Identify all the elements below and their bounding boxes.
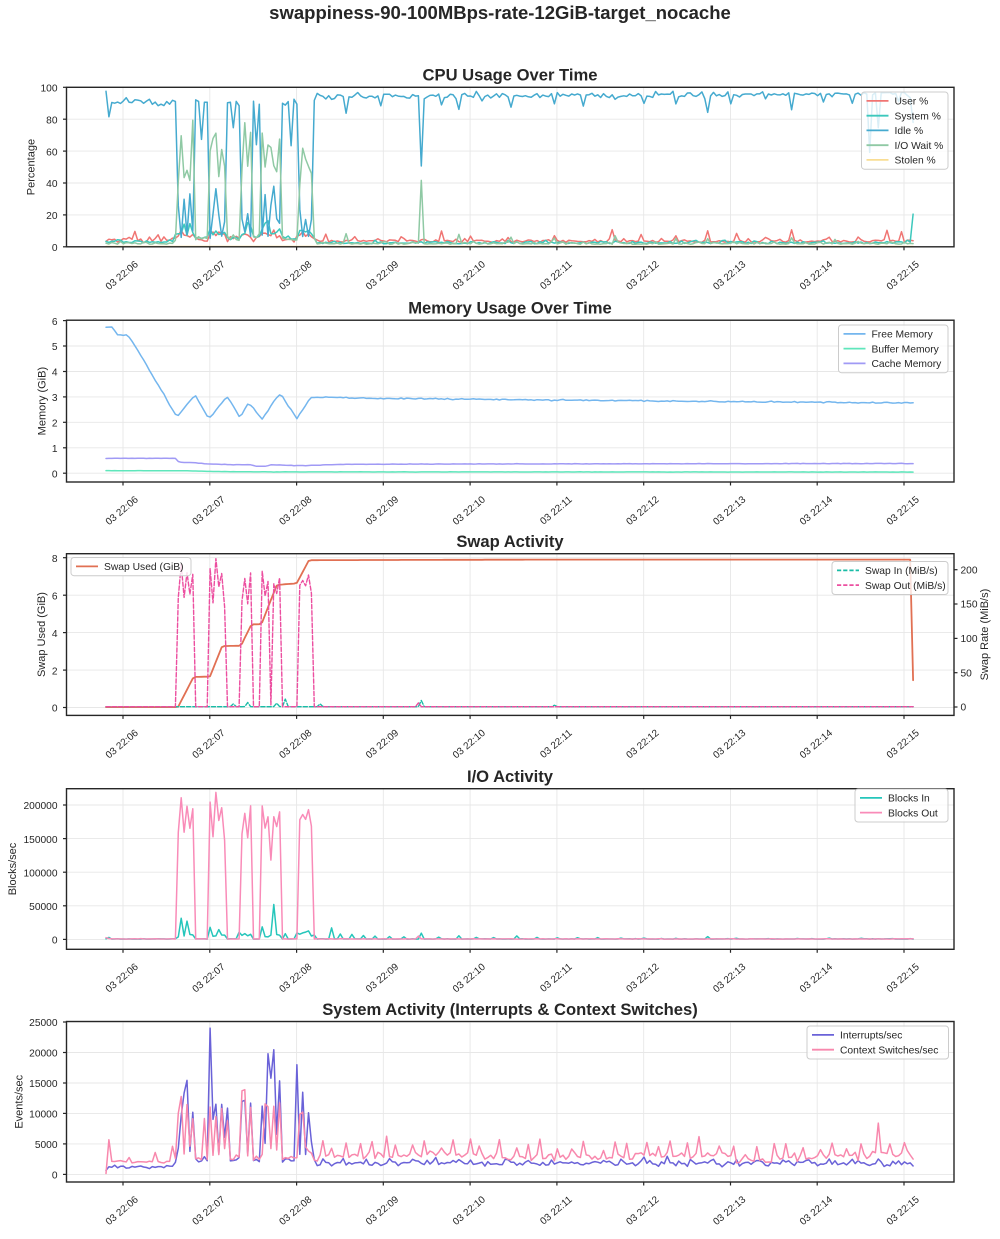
svg-text:Blocks/sec: Blocks/sec (7, 842, 19, 895)
svg-text:I/O Activity: I/O Activity (467, 767, 554, 786)
svg-text:0: 0 (52, 469, 58, 480)
svg-text:0: 0 (52, 1171, 58, 1182)
svg-text:System %: System % (895, 111, 941, 122)
svg-text:Memory (GiB): Memory (GiB) (36, 367, 48, 435)
svg-text:I/O Wait %: I/O Wait % (895, 141, 944, 152)
svg-text:swappiness-90-100MBps-rate-12G: swappiness-90-100MBps-rate-12GiB-target_… (269, 2, 731, 23)
svg-text:Free Memory: Free Memory (872, 330, 934, 341)
svg-text:0: 0 (52, 704, 58, 715)
svg-text:Stolen %: Stolen % (895, 156, 936, 167)
svg-text:6: 6 (52, 317, 58, 328)
svg-text:10000: 10000 (29, 1110, 58, 1121)
svg-text:4: 4 (52, 629, 58, 640)
svg-text:20: 20 (46, 211, 58, 222)
svg-text:Events/sec: Events/sec (14, 1074, 26, 1128)
svg-text:System Activity (Interrupts &: System Activity (Interrupts & Context Sw… (322, 1000, 698, 1019)
svg-text:2: 2 (52, 419, 58, 430)
svg-text:Swap Used (GiB): Swap Used (GiB) (36, 592, 48, 677)
svg-text:Idle %: Idle % (895, 126, 924, 137)
svg-text:Memory Usage Over Time: Memory Usage Over Time (408, 299, 612, 318)
svg-text:80: 80 (46, 115, 58, 126)
svg-text:25000: 25000 (29, 1018, 58, 1029)
svg-text:100: 100 (41, 84, 58, 95)
svg-text:2: 2 (52, 666, 58, 677)
svg-text:20000: 20000 (29, 1049, 58, 1060)
svg-text:Swap Rate (MiB/s): Swap Rate (MiB/s) (979, 589, 991, 681)
svg-text:1: 1 (52, 444, 58, 455)
svg-text:100000: 100000 (24, 868, 58, 879)
svg-text:50: 50 (961, 668, 973, 679)
svg-text:15000: 15000 (29, 1079, 58, 1090)
svg-text:200000: 200000 (24, 801, 58, 812)
svg-text:CPU Usage Over Time: CPU Usage Over Time (423, 66, 598, 85)
svg-text:Swap In (MiB/s): Swap In (MiB/s) (865, 566, 938, 577)
svg-text:Blocks In: Blocks In (888, 794, 930, 805)
svg-text:Cache Memory: Cache Memory (872, 359, 943, 370)
svg-text:Swap Activity: Swap Activity (456, 532, 564, 551)
svg-text:0: 0 (52, 243, 58, 254)
svg-text:Context Switches/sec: Context Switches/sec (840, 1045, 938, 1056)
svg-text:5: 5 (52, 342, 58, 353)
svg-text:0: 0 (961, 703, 967, 714)
svg-text:0: 0 (52, 936, 58, 947)
svg-text:3: 3 (52, 393, 58, 404)
svg-text:Swap Out (MiB/s): Swap Out (MiB/s) (865, 581, 946, 592)
svg-text:Interrupts/sec: Interrupts/sec (840, 1031, 902, 1042)
svg-text:5000: 5000 (35, 1140, 58, 1151)
svg-text:Swap Used (GiB): Swap Used (GiB) (104, 562, 184, 573)
svg-text:4: 4 (52, 368, 58, 379)
svg-text:User %: User % (895, 97, 929, 108)
svg-text:100: 100 (961, 634, 978, 645)
svg-text:40: 40 (46, 179, 58, 190)
svg-text:Buffer Memory: Buffer Memory (872, 344, 940, 355)
svg-text:60: 60 (46, 147, 58, 158)
svg-text:8: 8 (52, 554, 58, 565)
svg-text:200: 200 (961, 565, 978, 576)
svg-text:150000: 150000 (24, 835, 58, 846)
svg-text:150: 150 (961, 600, 978, 611)
svg-text:50000: 50000 (29, 902, 58, 913)
svg-text:6: 6 (52, 591, 58, 602)
svg-text:Percentage: Percentage (26, 139, 38, 195)
svg-text:Blocks Out: Blocks Out (888, 808, 938, 819)
